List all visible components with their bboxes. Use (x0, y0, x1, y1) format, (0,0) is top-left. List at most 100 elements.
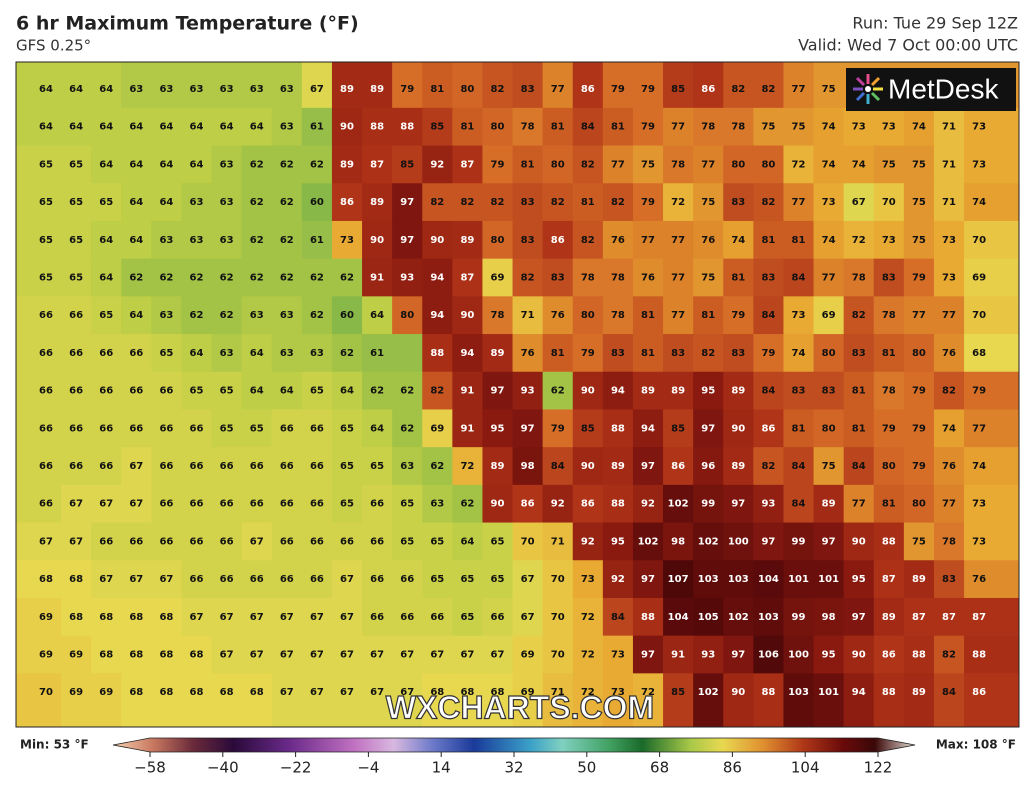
temperature-value: 78 (521, 122, 535, 133)
temperature-value: 68 (430, 687, 444, 698)
map-cell (452, 296, 484, 335)
map-cell (903, 296, 935, 335)
temperature-value: 74 (912, 122, 926, 133)
temperature-value: 88 (882, 687, 896, 698)
map-cell (964, 107, 1019, 147)
temperature-value: 67 (250, 612, 264, 623)
map-cell (663, 183, 694, 222)
temperature-value: 66 (159, 499, 173, 510)
temperature-value: 79 (882, 423, 896, 434)
map-cell (121, 409, 152, 448)
map-cell (753, 62, 785, 109)
map-cell (482, 334, 514, 373)
temperature-value: 66 (129, 386, 143, 397)
temperature-value: 64 (69, 122, 83, 133)
map-cell (392, 597, 423, 637)
map-cell (783, 484, 815, 524)
map-cell (903, 560, 935, 599)
map-cell (783, 107, 815, 147)
map-cell (873, 145, 905, 184)
map-cell (16, 673, 62, 727)
temperature-value: 95 (852, 574, 866, 585)
temperature-value: 97 (641, 650, 655, 661)
temperature-value: 63 (190, 197, 204, 208)
temperature-value: 65 (491, 574, 505, 585)
temperature-value: 71 (521, 310, 535, 321)
map-cell (933, 334, 965, 373)
map-cell (753, 145, 785, 184)
map-cell (933, 296, 965, 335)
map-cell (723, 635, 754, 674)
temperature-value: 94 (430, 310, 444, 321)
map-cell (572, 484, 604, 524)
temperature-value: 60 (310, 197, 324, 208)
temperature-value: 101 (818, 687, 839, 698)
map-cell (121, 522, 152, 561)
temperature-value: 66 (280, 461, 294, 472)
map-cell (301, 107, 333, 147)
map-cell (632, 597, 664, 637)
map-cell (873, 258, 905, 297)
temperature-value: 67 (99, 499, 113, 510)
map-cell (91, 635, 122, 674)
map-cell (271, 145, 303, 184)
map-cell (843, 296, 875, 335)
map-cell (693, 145, 724, 184)
temperature-value: 62 (340, 348, 354, 359)
map-cell (241, 560, 273, 599)
temperature-value: 81 (852, 423, 866, 434)
map-cell (331, 560, 363, 599)
map-cell (632, 560, 664, 599)
map-cell (512, 560, 544, 599)
temperature-value: 76 (551, 310, 565, 321)
map-cell (452, 409, 484, 448)
temperature-value: 77 (671, 310, 685, 321)
map-cell (693, 409, 724, 448)
temperature-value: 62 (190, 273, 204, 284)
temperature-value: 89 (882, 612, 896, 623)
map-cell (211, 183, 243, 222)
map-cell (331, 296, 363, 335)
map-cell (362, 447, 393, 486)
temperature-value: 69 (39, 650, 53, 661)
map-cell (753, 296, 785, 335)
temperature-value: 64 (250, 122, 264, 133)
temperature-value: 65 (491, 536, 505, 547)
temperature-value: 66 (370, 499, 384, 510)
map-cell (903, 484, 935, 524)
temperature-value: 73 (972, 122, 986, 133)
map-cell (422, 522, 453, 561)
map-cell (602, 183, 634, 222)
temperature-value: 65 (99, 310, 113, 321)
temperature-value: 65 (69, 197, 83, 208)
map-cell (211, 409, 243, 448)
temperature-value: 62 (190, 310, 204, 321)
temperature-value: 77 (942, 310, 956, 321)
map-cell (422, 220, 453, 260)
map-cell (422, 107, 453, 147)
temperature-value: 75 (701, 273, 715, 284)
map-cell (663, 522, 694, 561)
temperature-value: 69 (39, 612, 53, 623)
map-cell (241, 522, 273, 561)
temperature-value: 62 (250, 197, 264, 208)
map-cell (723, 371, 754, 411)
map-cell (16, 107, 62, 147)
map-cell (91, 334, 122, 373)
map-cell (91, 673, 122, 727)
temperature-value: 65 (400, 499, 414, 510)
map-cell (873, 296, 905, 335)
temperature-value: 89 (491, 461, 505, 472)
map-cell (903, 635, 935, 674)
temperature-value: 78 (942, 536, 956, 547)
temperature-value: 89 (370, 84, 384, 95)
map-cell (482, 220, 514, 260)
map-cell (482, 145, 514, 184)
map-cell (723, 258, 754, 297)
map-cell (61, 560, 92, 599)
temperature-value: 80 (491, 235, 505, 246)
map-cell (181, 673, 213, 727)
temperature-value: 77 (551, 84, 565, 95)
temperature-value: 81 (761, 235, 775, 246)
temperature-value: 66 (159, 386, 173, 397)
